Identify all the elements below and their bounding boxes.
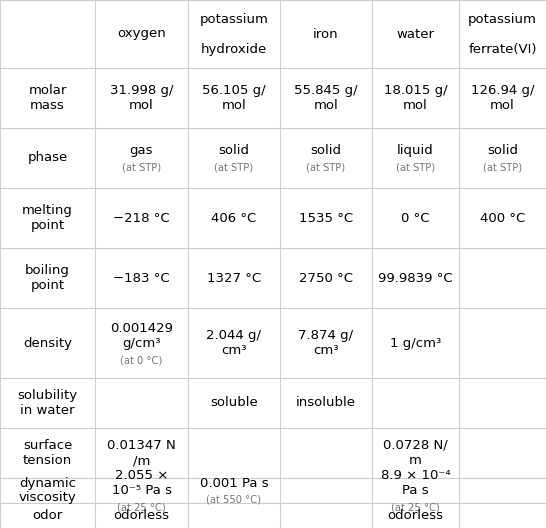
Text: phase: phase: [27, 152, 68, 165]
Text: (at 550 °C): (at 550 °C): [206, 495, 262, 505]
Text: odor: odor: [32, 509, 63, 522]
Text: 99.9839 °C: 99.9839 °C: [378, 271, 453, 285]
Text: 1 g/cm³: 1 g/cm³: [390, 336, 441, 350]
Text: 31.998 g/
mol: 31.998 g/ mol: [110, 84, 173, 112]
Text: (at STP): (at STP): [306, 162, 346, 172]
Text: dynamic
viscosity: dynamic viscosity: [19, 476, 76, 504]
Text: 0.001429
g/cm³: 0.001429 g/cm³: [110, 322, 173, 350]
Text: solid: solid: [311, 144, 341, 157]
Text: gas: gas: [130, 144, 153, 157]
Text: (at 0 °C): (at 0 °C): [120, 355, 163, 365]
Text: odorless: odorless: [388, 509, 443, 522]
Text: 2.044 g/
cm³: 2.044 g/ cm³: [206, 329, 262, 357]
Text: 1327 °C: 1327 °C: [207, 271, 261, 285]
Text: melting
point: melting point: [22, 204, 73, 232]
Text: potassium

hydroxide: potassium hydroxide: [199, 13, 269, 55]
Text: 400 °C: 400 °C: [480, 212, 525, 224]
Text: 406 °C: 406 °C: [211, 212, 257, 224]
Text: (at STP): (at STP): [122, 162, 161, 172]
Text: molar
mass: molar mass: [28, 84, 67, 112]
Text: 0 °C: 0 °C: [401, 212, 430, 224]
Text: −218 °C: −218 °C: [113, 212, 170, 224]
Text: (at STP): (at STP): [396, 162, 435, 172]
Text: insoluble: insoluble: [296, 397, 356, 410]
Text: boiling
point: boiling point: [25, 264, 70, 292]
Text: (at 25 °C): (at 25 °C): [117, 503, 166, 513]
Text: soluble: soluble: [210, 397, 258, 410]
Text: surface
tension: surface tension: [23, 439, 72, 467]
Text: 0.001 Pa s: 0.001 Pa s: [200, 477, 268, 490]
Text: 56.105 g/
mol: 56.105 g/ mol: [202, 84, 266, 112]
Text: density: density: [23, 336, 72, 350]
Text: solubility
in water: solubility in water: [17, 389, 78, 417]
Text: 1535 °C: 1535 °C: [299, 212, 353, 224]
Text: 0.01347 N
/m: 0.01347 N /m: [107, 439, 176, 467]
Text: oxygen: oxygen: [117, 27, 166, 41]
Text: solid: solid: [218, 144, 250, 157]
Text: (at STP): (at STP): [483, 162, 522, 172]
Text: water: water: [396, 27, 435, 41]
Text: 8.9 × 10⁻⁴
Pa s: 8.9 × 10⁻⁴ Pa s: [381, 469, 450, 497]
Text: solid: solid: [487, 144, 518, 157]
Text: 7.874 g/
cm³: 7.874 g/ cm³: [299, 329, 354, 357]
Text: 2750 °C: 2750 °C: [299, 271, 353, 285]
Text: odorless: odorless: [114, 509, 169, 522]
Text: iron: iron: [313, 27, 339, 41]
Text: 0.0728 N/
m: 0.0728 N/ m: [383, 439, 448, 467]
Text: potassium

ferrate(VI): potassium ferrate(VI): [468, 13, 537, 55]
Text: (at 25 °C): (at 25 °C): [391, 503, 440, 513]
Text: 55.845 g/
mol: 55.845 g/ mol: [294, 84, 358, 112]
Text: −183 °C: −183 °C: [113, 271, 170, 285]
Text: 2.055 ×
10⁻⁵ Pa s: 2.055 × 10⁻⁵ Pa s: [111, 469, 171, 497]
Text: (at STP): (at STP): [215, 162, 253, 172]
Text: 18.015 g/
mol: 18.015 g/ mol: [384, 84, 447, 112]
Text: liquid: liquid: [397, 144, 434, 157]
Text: 126.94 g/
mol: 126.94 g/ mol: [471, 84, 534, 112]
